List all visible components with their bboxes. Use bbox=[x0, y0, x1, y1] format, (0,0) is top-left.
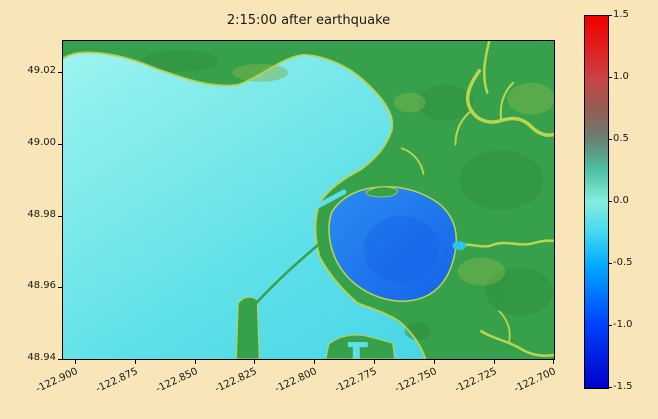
y-tick-mark bbox=[58, 72, 62, 73]
x-tick-mark bbox=[134, 360, 136, 364]
bay-spit-hook bbox=[365, 186, 399, 198]
x-tick-label: -122.825 bbox=[213, 366, 260, 395]
x-tick-mark bbox=[433, 360, 435, 364]
colorbar-tick-label: 0.0 bbox=[613, 195, 629, 206]
x-tick-label: -122.800 bbox=[273, 366, 319, 395]
river-to-bay bbox=[454, 239, 554, 248]
x-tick-label: -122.900 bbox=[34, 366, 80, 395]
y-tick-label: 48.96 bbox=[27, 280, 56, 292]
x-tick-mark bbox=[493, 360, 495, 364]
colorbar-tick-mark bbox=[608, 263, 612, 264]
river-branch bbox=[454, 109, 473, 146]
y-tick-label: 48.98 bbox=[27, 208, 56, 220]
bay-deep-water bbox=[363, 215, 440, 284]
meadow-texture bbox=[232, 63, 554, 286]
map-canvas bbox=[63, 41, 554, 359]
x-tick-label: -122.750 bbox=[393, 366, 439, 395]
tidal-channels bbox=[400, 41, 554, 358]
colorbar-tick-label: -1.5 bbox=[613, 381, 633, 392]
x-tick-mark bbox=[314, 360, 316, 364]
colorbar-tick-label: 1.0 bbox=[613, 71, 629, 82]
y-tick-mark bbox=[58, 143, 62, 145]
x-tick-label: -122.725 bbox=[452, 366, 499, 395]
x-tick-mark bbox=[374, 360, 375, 364]
colorbar-tick-mark bbox=[608, 387, 612, 388]
y-tick-label: 49.00 bbox=[27, 136, 56, 148]
river-branch bbox=[498, 310, 511, 343]
creek bbox=[400, 147, 425, 176]
y-tick-label: 48.94 bbox=[27, 352, 56, 364]
x-tick-label: -122.875 bbox=[94, 366, 140, 395]
y-tick-mark bbox=[58, 359, 62, 361]
x-tick-mark bbox=[194, 360, 196, 364]
plot-title: 2:15:00 after earthquake bbox=[226, 13, 391, 28]
river-channel bbox=[482, 41, 491, 94]
colorbar-tick-label: -0.5 bbox=[613, 257, 633, 268]
x-tick-label: -122.775 bbox=[333, 366, 379, 395]
x-tick-mark bbox=[553, 360, 555, 364]
x-tick-mark bbox=[254, 360, 256, 364]
y-tick-mark bbox=[58, 215, 62, 217]
causeway bbox=[253, 240, 323, 307]
coastline-shore bbox=[63, 51, 427, 359]
colorbar-tick-mark bbox=[608, 77, 612, 78]
peninsula-strip bbox=[235, 296, 260, 359]
bay-mouth-channel bbox=[315, 189, 347, 209]
colorbar-tick-label: -1.0 bbox=[613, 319, 633, 330]
tidal-inlet bbox=[347, 342, 368, 359]
colorbar-tick-label: 0.5 bbox=[613, 133, 629, 144]
colorbar-tick-mark bbox=[608, 201, 612, 202]
colorbar-tick-label: 1.5 bbox=[613, 9, 629, 20]
colorbar-tick-mark bbox=[608, 139, 612, 140]
river-channel bbox=[480, 329, 554, 358]
map-plot bbox=[62, 40, 555, 360]
x-tick-mark bbox=[75, 360, 76, 364]
lagoon-pond bbox=[452, 241, 467, 251]
x-tick-label: -122.850 bbox=[153, 366, 200, 395]
forest-texture bbox=[142, 49, 554, 341]
river-branch bbox=[499, 81, 515, 122]
x-tick-label: -122.700 bbox=[512, 366, 559, 395]
y-tick-label: 49.02 bbox=[27, 65, 56, 76]
colorbar bbox=[584, 15, 609, 389]
colorbar-tick-mark bbox=[608, 325, 612, 326]
y-tick-mark bbox=[58, 287, 62, 289]
colorbar-tick-mark bbox=[608, 15, 612, 16]
